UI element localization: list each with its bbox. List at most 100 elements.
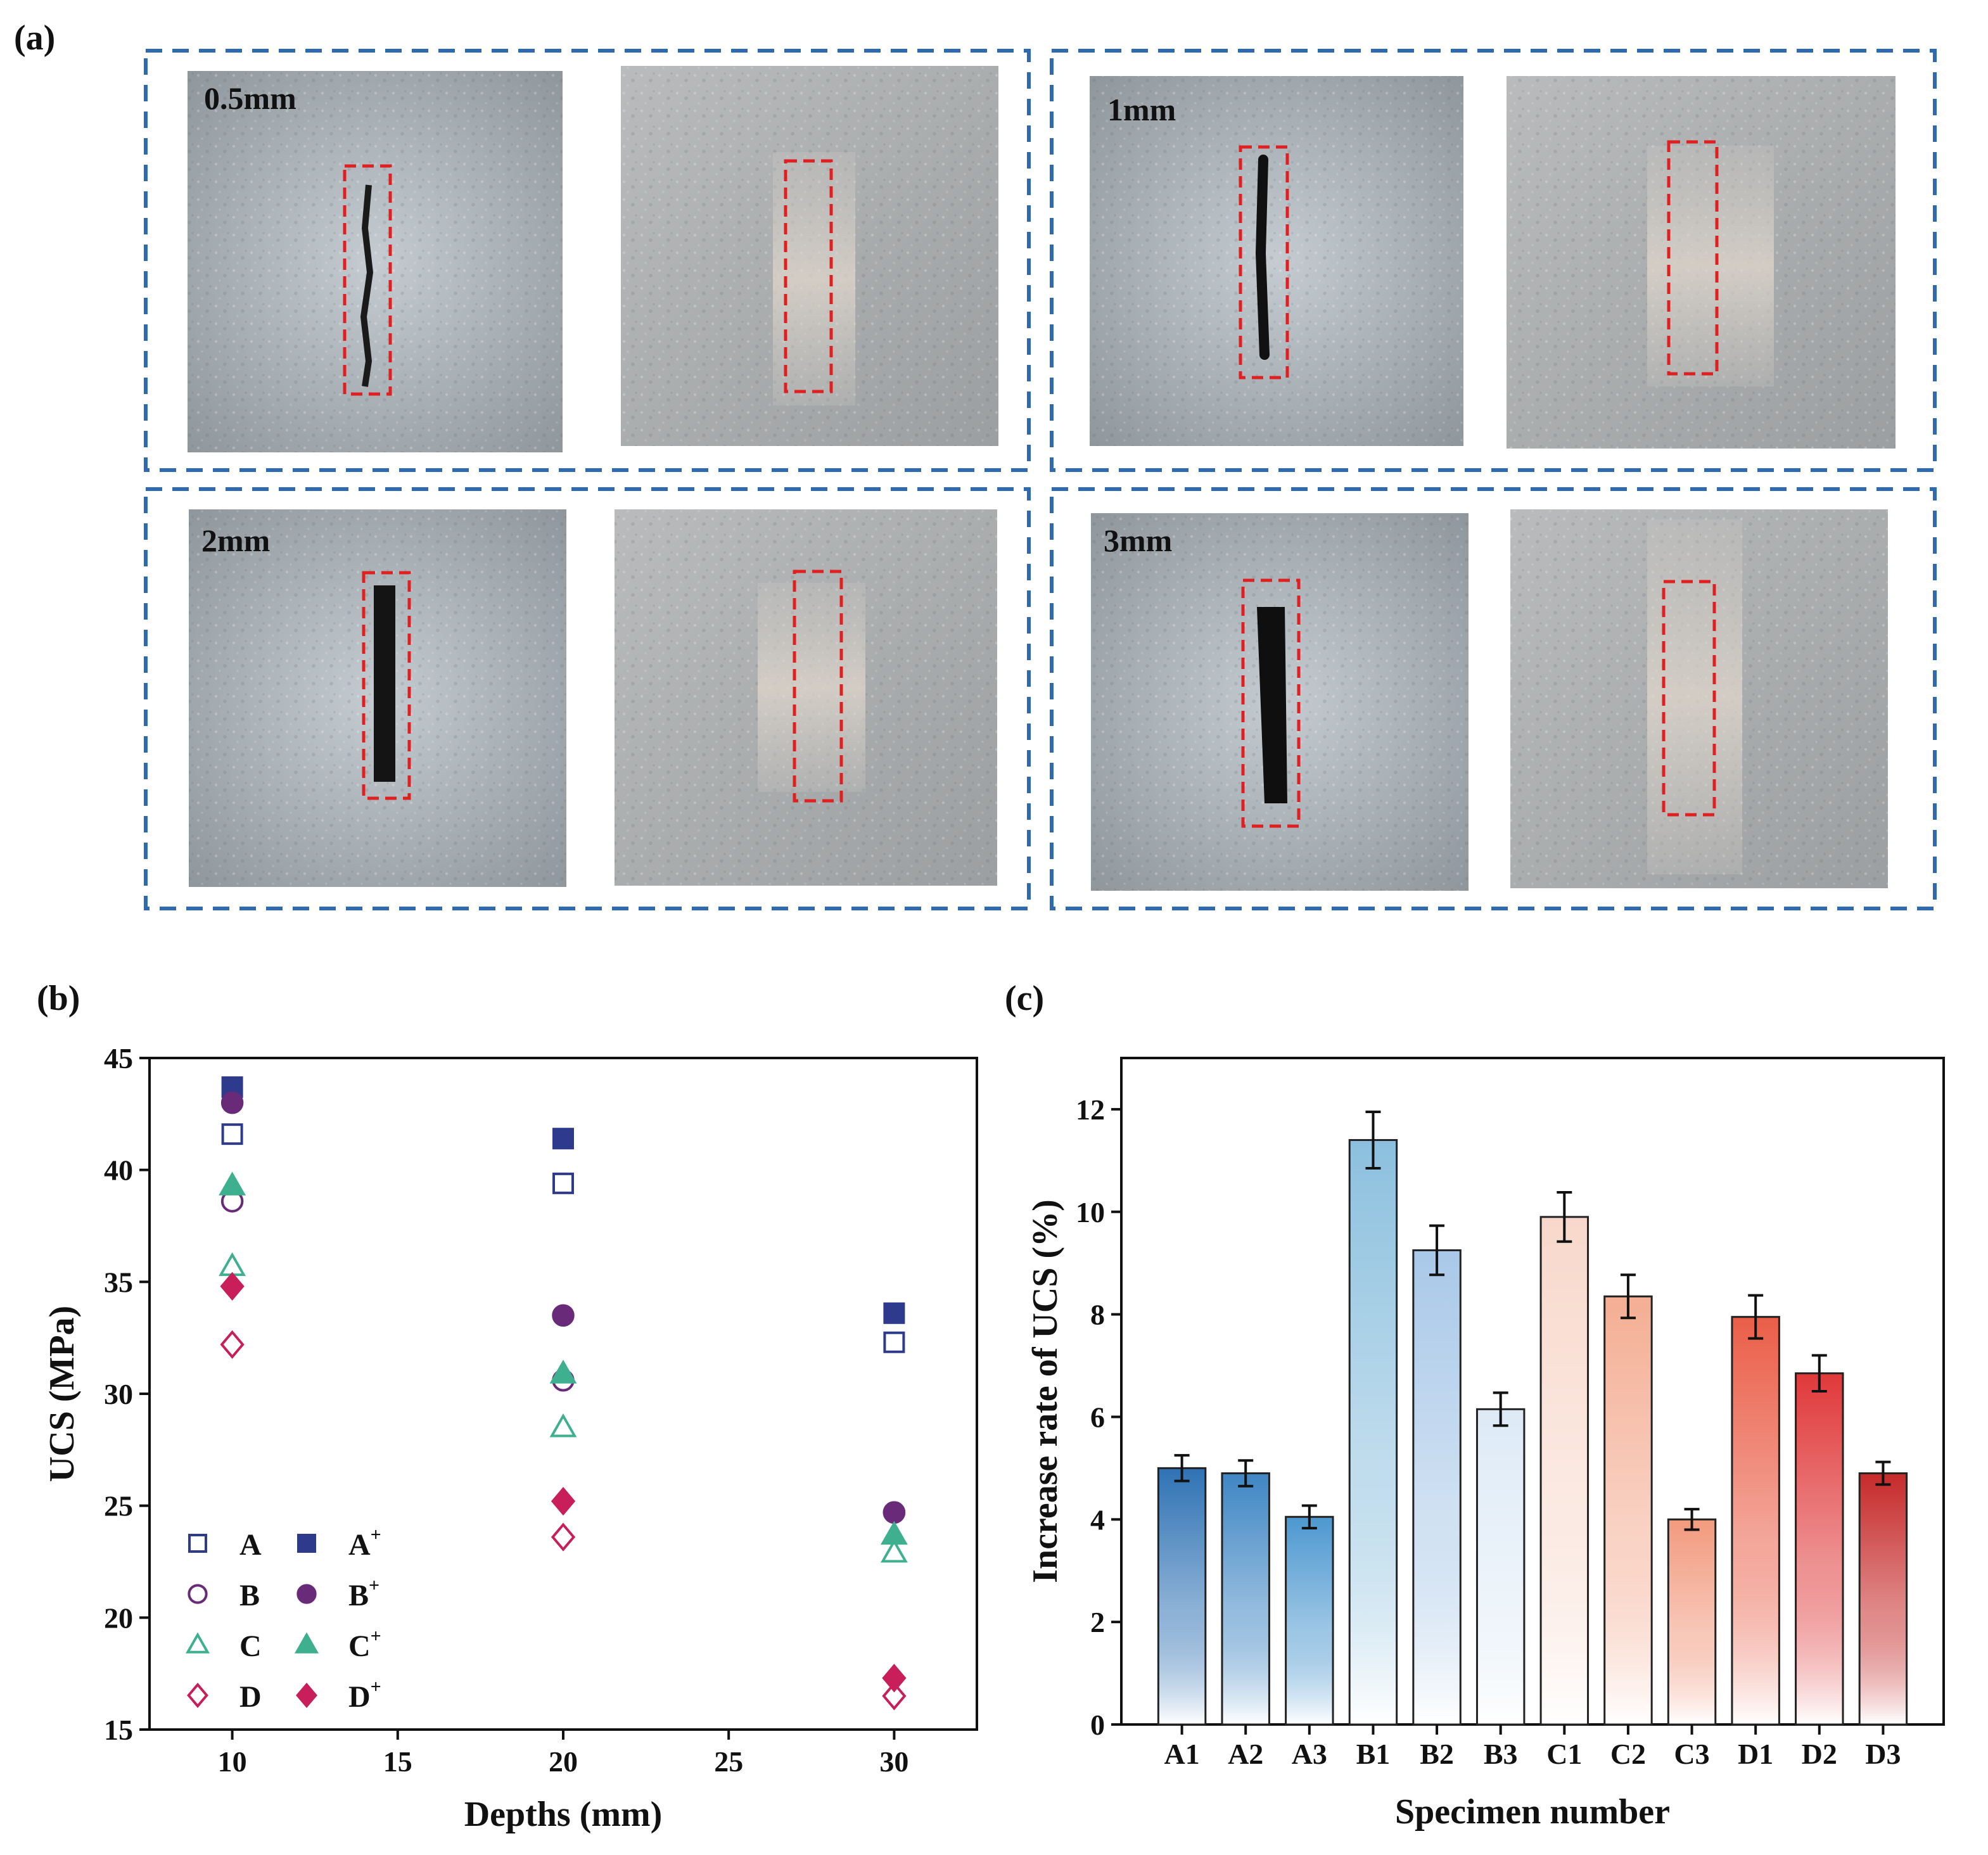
increase-rate-bar-chart: 0 2 4 6 8 10 12 A1 A2 A3 B1 B2 B3 C1 C2 C3 D1 D2 D3 Speci… [1026, 1057, 1945, 1832]
y-tick-label: 2 [1090, 1606, 1105, 1638]
data-point [220, 1330, 245, 1359]
bar [1539, 1216, 1590, 1726]
legend-label: B+ [348, 1575, 379, 1612]
legend-superscript: + [371, 1676, 381, 1697]
bar [1221, 1472, 1270, 1726]
y-tick-label: 25 [104, 1490, 133, 1522]
panel-border [144, 49, 1031, 472]
data-point [549, 1360, 577, 1384]
data-point [551, 1487, 576, 1516]
data-point [549, 1413, 577, 1437]
legend: A A+ B B+ C C+ D D+ [185, 1524, 381, 1714]
specimen-photo-cracked [189, 509, 566, 887]
y-tick-label: 8 [1090, 1299, 1105, 1331]
bars [1157, 1110, 1908, 1726]
data-point [552, 1128, 574, 1150]
data-point [552, 1304, 575, 1327]
y-tick-label: 15 [104, 1714, 133, 1746]
x-tick-label: A3 [1292, 1738, 1327, 1770]
data-point [220, 1272, 245, 1301]
data-point [883, 1302, 905, 1324]
legend-marker [294, 1632, 319, 1654]
x-axis-title: Specimen number [1395, 1792, 1670, 1832]
data-point [880, 1520, 908, 1545]
legend-marker [185, 1632, 210, 1654]
panel-letter-c: (c) [1005, 979, 1044, 1018]
bar [1157, 1467, 1207, 1726]
ucs-scatter-chart: 15 20 25 30 35 40 45 10 15 20 25 30 Depths (mm) UC… [42, 1042, 978, 1834]
bar [1412, 1249, 1462, 1726]
x-tick-label: C1 [1546, 1738, 1582, 1770]
y-tick-label: 35 [104, 1266, 133, 1298]
legend-marker [296, 1683, 317, 1708]
x-tick-label: B3 [1484, 1738, 1518, 1770]
x-tick-label: D1 [1738, 1738, 1773, 1770]
x-axis: 10 15 20 25 30 [218, 1730, 908, 1778]
legend-label: C+ [348, 1626, 381, 1663]
data-points [219, 1076, 908, 1711]
legend-label: A+ [348, 1524, 381, 1562]
y-axis-title: UCS (MPa) [42, 1306, 82, 1482]
legend-superscript: + [371, 1524, 381, 1545]
y-axis-title: Increase rate of UCS (%) [1026, 1199, 1065, 1583]
y-tick-label: 12 [1076, 1093, 1105, 1126]
x-tick-label: D2 [1802, 1738, 1837, 1770]
legend-marker [188, 1534, 207, 1553]
bar [1285, 1515, 1334, 1726]
specimen-photo-repaired [615, 509, 997, 886]
crack-width-label: 2mm [201, 523, 270, 558]
legend-superscript: + [371, 1626, 381, 1647]
y-tick-label: 10 [1076, 1196, 1105, 1228]
panel-border [1050, 49, 1937, 472]
data-point [552, 1172, 574, 1194]
panel-border [1050, 487, 1937, 910]
x-tick-label: 20 [549, 1745, 578, 1778]
bar [1667, 1518, 1717, 1726]
x-axis-title: Depths (mm) [464, 1795, 663, 1834]
specimen-photo-repaired [1510, 509, 1888, 888]
bar [1795, 1372, 1844, 1726]
x-tick-label: B1 [1356, 1738, 1391, 1770]
x-tick-label: A1 [1164, 1738, 1199, 1770]
legend-label: B [239, 1579, 260, 1612]
legend-label: D [239, 1680, 262, 1714]
crack-width-label: 1mm [1107, 92, 1176, 127]
photo-panel-group: 0.5mm 1mm 2mm [144, 49, 1937, 910]
x-tick-label: A2 [1228, 1738, 1263, 1770]
legend-marker [187, 1683, 208, 1708]
y-axis: 0 2 4 6 8 10 12 [1076, 1093, 1121, 1741]
data-point [551, 1522, 576, 1552]
legend-marker [296, 1584, 317, 1604]
y-axis: 15 20 25 30 35 40 45 [104, 1042, 150, 1746]
x-axis: A1 A2 A3 B1 B2 B3 C1 C2 C3 D1 D2 D3 [1164, 1724, 1901, 1770]
legend-superscript: + [369, 1575, 379, 1596]
legend-label: A [239, 1528, 262, 1562]
specimen-photo-cracked [188, 71, 563, 452]
data-point [882, 1664, 907, 1693]
x-tick-label: 30 [879, 1745, 908, 1778]
data-point [221, 1123, 243, 1145]
crack-width-label: 0.5mm [204, 80, 296, 116]
data-point [219, 1252, 246, 1277]
panel-border [144, 487, 1031, 910]
x-tick-label: D3 [1865, 1738, 1901, 1770]
legend-label: D+ [348, 1676, 381, 1714]
legend-marker [297, 1534, 316, 1553]
plot-frame [148, 1057, 978, 1731]
data-point [880, 1538, 908, 1563]
y-tick-label: 4 [1090, 1503, 1105, 1536]
legend-label: C [239, 1629, 262, 1663]
specimen-photo-repaired [621, 66, 998, 446]
specimen-photo-cracked [1090, 76, 1463, 446]
x-tick-label: 10 [218, 1745, 247, 1778]
y-tick-label: 6 [1090, 1401, 1105, 1433]
data-point [220, 1091, 244, 1114]
x-tick-label: 15 [383, 1745, 412, 1778]
data-point [882, 1681, 907, 1711]
y-tick-label: 45 [104, 1042, 133, 1074]
specimen-photo-repaired [1507, 76, 1896, 449]
bar [1858, 1472, 1908, 1726]
data-point [883, 1331, 905, 1353]
panel-letter-a: (a) [14, 18, 55, 58]
panel-letter-b: (b) [37, 979, 80, 1018]
